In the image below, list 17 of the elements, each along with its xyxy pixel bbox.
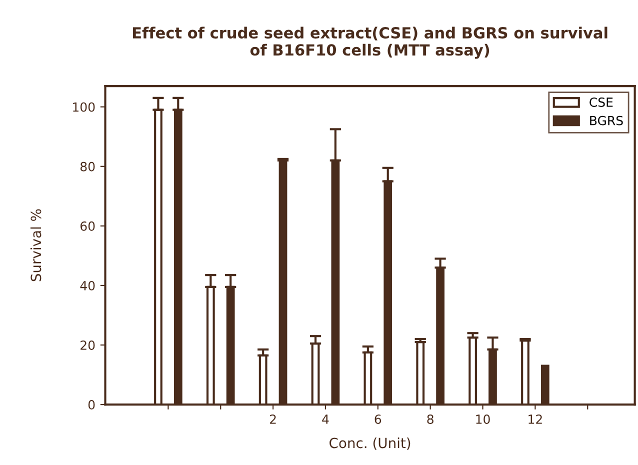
x-tick-label: 2: [270, 414, 276, 424]
x-axis-title: Conc. (Unit): [330, 437, 410, 450]
legend-label: CSE: [590, 97, 613, 107]
x-tick-label: 12: [528, 414, 542, 424]
y-tick-label: 20: [80, 340, 95, 350]
x-tick-label: 8: [427, 414, 434, 424]
x-tick-label: 4: [322, 414, 329, 424]
y-tick-label: 40: [80, 280, 95, 290]
y-axis-title: Survival %: [30, 209, 42, 282]
y-tick-label: 100: [73, 102, 95, 112]
y-tick-label: 60: [80, 221, 95, 231]
x-tick-label: 10: [476, 414, 490, 424]
chart-title: Effect of crude seed extract(CSE) and BGRS on survival of B16F10 cells (MTT assay): [132, 26, 608, 59]
y-tick-label: 0: [88, 400, 95, 410]
x-tick-label: 6: [374, 414, 382, 424]
y-tick-label: 80: [80, 162, 95, 172]
legend-label: BGRS: [590, 116, 623, 126]
